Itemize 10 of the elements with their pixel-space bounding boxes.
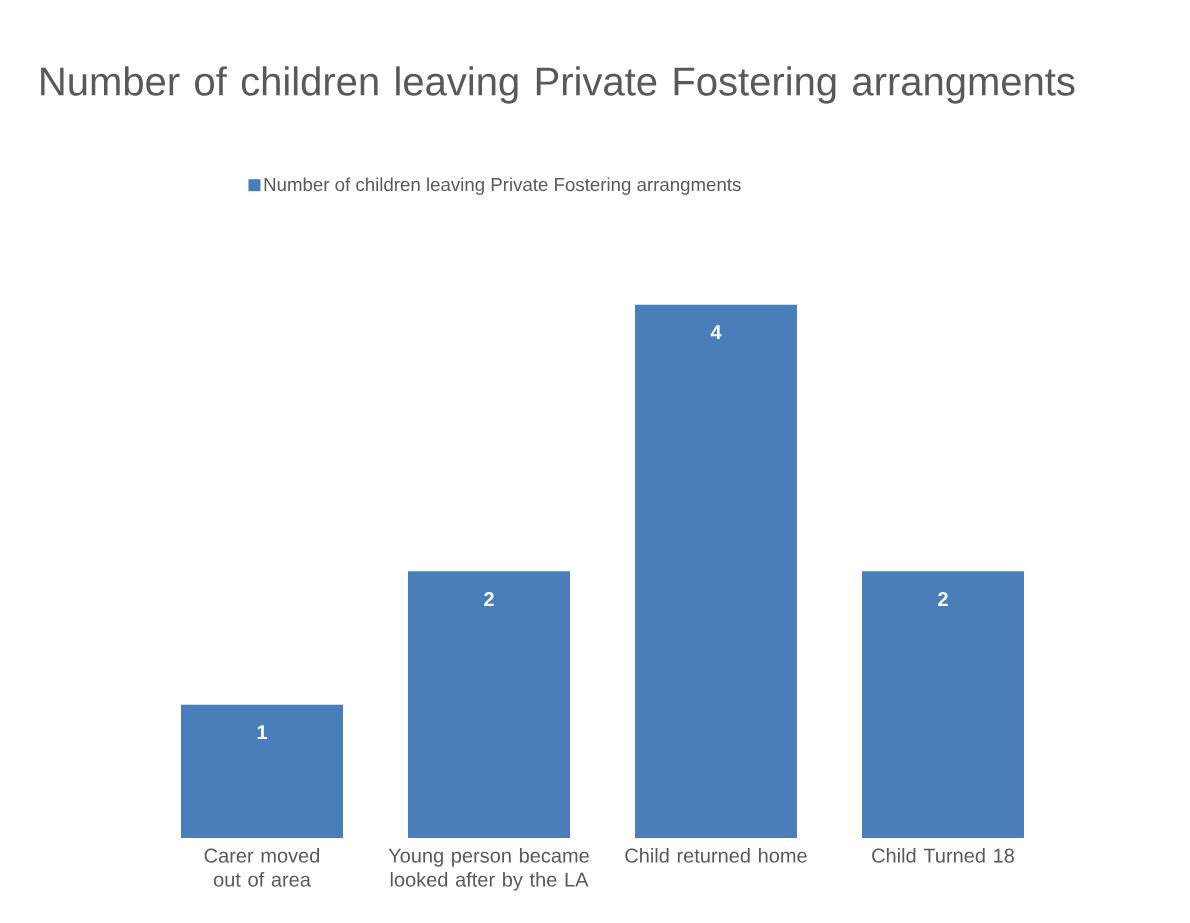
legend-label: Number of children leaving Private Fostering arrangments: [264, 177, 741, 195]
x-tick-label: Child returned home: [625, 848, 807, 863]
x-tick-label: Young person became looked after by the LA: [388, 848, 589, 891]
x-tick-label: Child Turned 18: [872, 848, 1014, 863]
data-label: 2: [484, 592, 494, 606]
chart-title: Number of children leaving Private Fostering arrangments: [41, 66, 1075, 104]
x-tick-label: Carer moved out of area: [204, 848, 320, 887]
data-label: 2: [938, 592, 948, 606]
data-label: 1: [257, 725, 267, 740]
data-label: 4: [710, 325, 722, 340]
